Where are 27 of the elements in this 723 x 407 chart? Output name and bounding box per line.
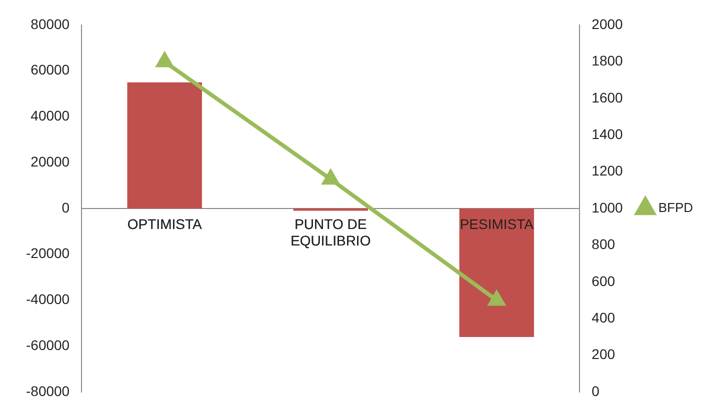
point	[156, 52, 173, 68]
y2-tick-label: 600	[592, 272, 616, 289]
y-tick-label: -20000	[26, 245, 70, 262]
y2-tick-label: 1800	[592, 52, 624, 69]
y2-tick-label: 1200	[592, 162, 624, 179]
y2-tick-label: 1400	[592, 126, 624, 142]
x-tick-label: PUNTO DE EQUILIBRIO	[290, 216, 371, 249]
y2-tick-label: 200	[592, 346, 616, 362]
y2-tick-label: 800	[592, 236, 616, 252]
y2-tick-label: 2000	[592, 16, 624, 32]
legend-label: BFPD	[658, 200, 693, 216]
y2-tick-label: 0	[592, 382, 600, 399]
y-tick-label: 40000	[30, 108, 70, 124]
y2-tick-label: 400	[592, 309, 616, 326]
y-tick-label: 0	[62, 199, 70, 216]
y-tick-label: 80000	[30, 16, 70, 32]
y-tick-label: -80000	[26, 382, 70, 399]
point	[322, 170, 339, 185]
y-tick-label: -60000	[26, 336, 70, 353]
y2-tick-label: 1600	[592, 89, 624, 106]
y2-tick-label: 1000	[592, 199, 624, 216]
y-tick-label: -40000	[26, 291, 70, 308]
x-tick-label: PESIMISTA	[460, 216, 534, 232]
point	[488, 291, 505, 306]
x-tick-label: OPTIMISTA	[127, 216, 202, 232]
y-tick-label: 20000	[30, 153, 70, 170]
y-tick-label: 60000	[30, 62, 70, 78]
